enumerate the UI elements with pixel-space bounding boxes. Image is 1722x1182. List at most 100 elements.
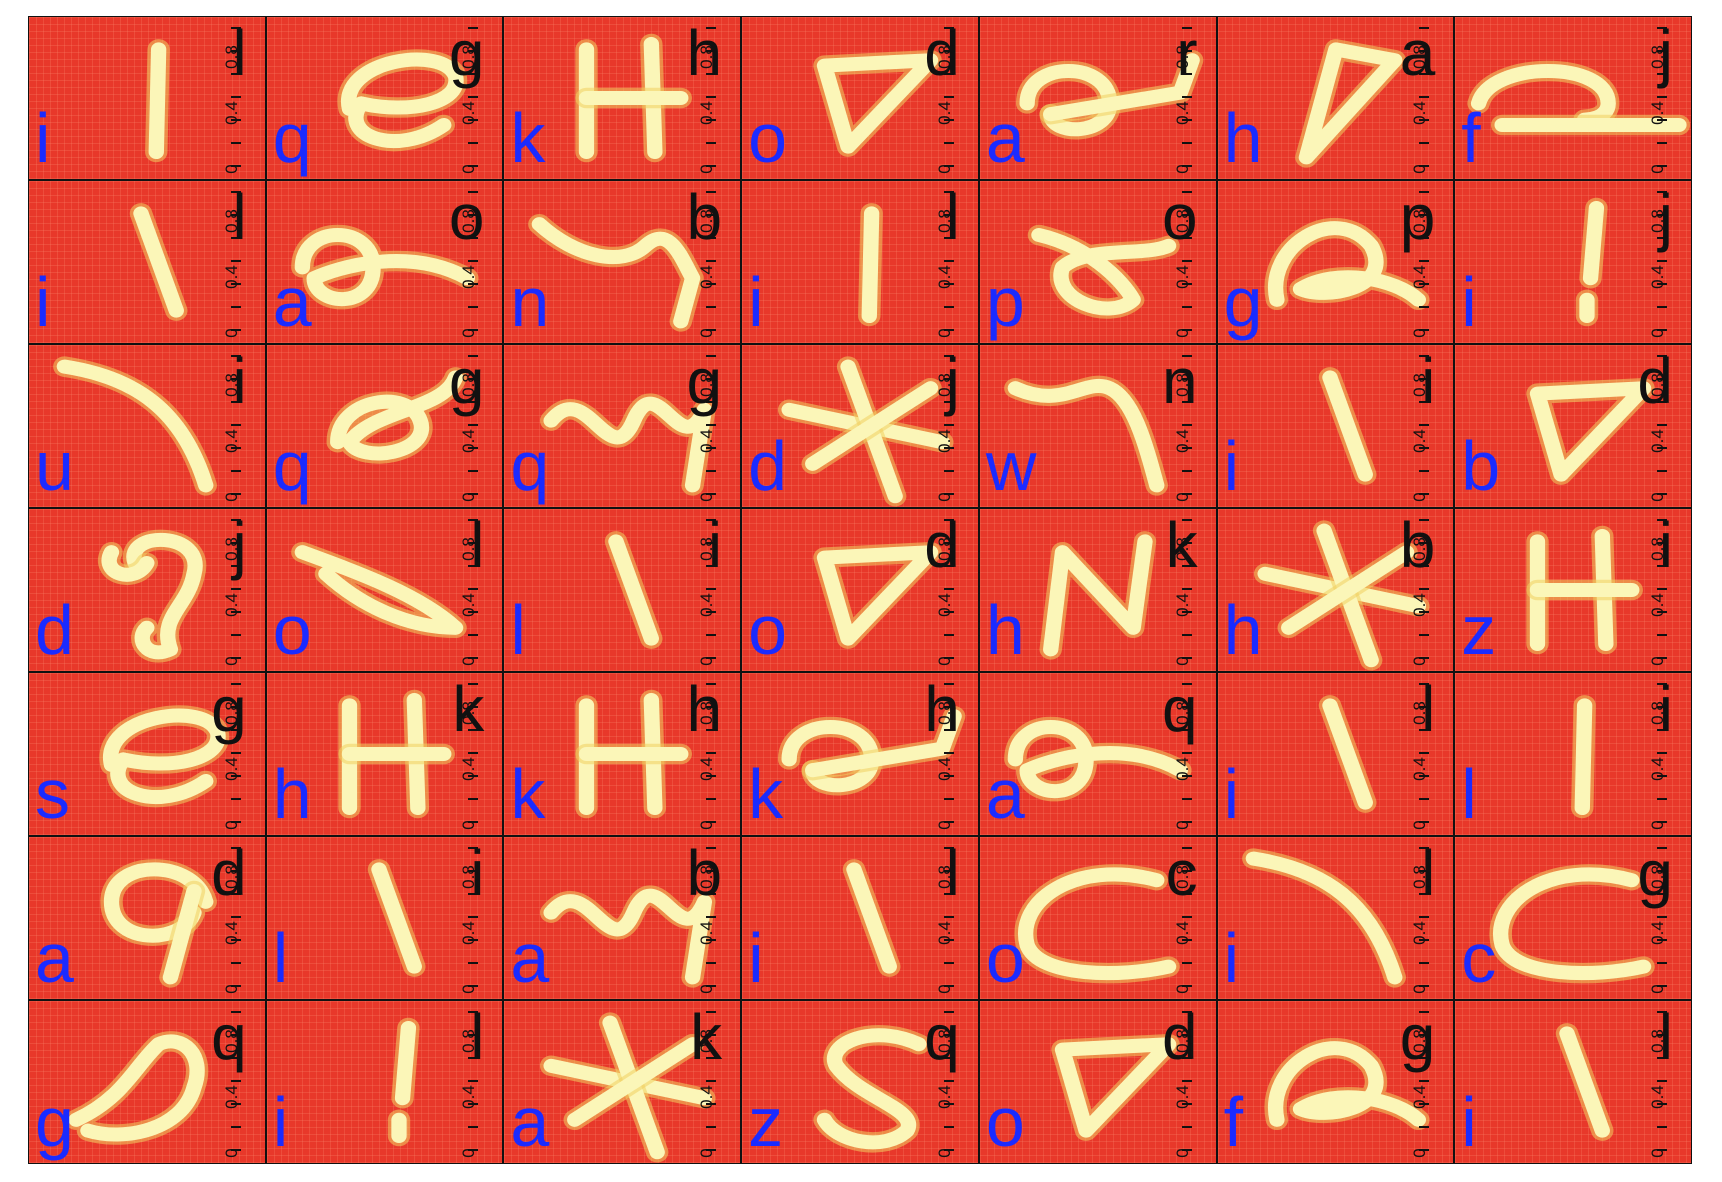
axis-tick (943, 401, 954, 403)
axis-tick (1656, 729, 1667, 731)
axis-tick (1656, 355, 1667, 357)
axis-tick (468, 985, 479, 987)
axis-tick (1656, 119, 1667, 121)
axis-tick (230, 1057, 241, 1059)
axis-tick-label: 0.4 (459, 921, 479, 945)
axis-tick (1419, 1034, 1430, 1036)
axis-tick-label: 0.4 (459, 265, 479, 289)
axis-tick-label: 0.4 (221, 1085, 241, 1109)
axis-tick-label: 0 (934, 492, 954, 502)
axis-tick (943, 870, 954, 872)
axis-tick-label: 0.4 (1172, 593, 1192, 617)
y-axis: 0 0.4 0.8 (222, 1011, 243, 1159)
axis-tick (468, 73, 479, 75)
handwritten-glyph (387, 1017, 420, 1147)
y-axis: 0 0.4 0.8 (459, 683, 480, 831)
axis-tick (1181, 847, 1192, 849)
true-label: a (985, 99, 1025, 177)
axis-tick (706, 565, 717, 567)
axis-tick (706, 798, 717, 800)
axis-tick (1181, 775, 1192, 777)
axis-tick (1419, 260, 1430, 262)
axis-tick (706, 142, 717, 144)
axis-tick (1419, 1149, 1430, 1151)
axis-tick (1656, 1126, 1667, 1128)
digit-panel: 0 0.4 0.8 q g (29, 1001, 265, 1163)
axis-tick (1419, 847, 1430, 849)
axis-tick-label: 0 (1647, 328, 1667, 338)
digit-panel: 0 0.4 0.8 g q (504, 345, 741, 507)
digit-panel: 0 0.4 0.8 b h (1217, 509, 1454, 671)
axis-tick (468, 329, 479, 331)
true-label: c (1461, 919, 1497, 997)
true-label: p (985, 263, 1025, 341)
axis-tick-label: 0.4 (697, 757, 717, 781)
axis-tick (943, 378, 954, 380)
axis-tick (230, 27, 241, 29)
predicted-label: g (1637, 837, 1673, 909)
axis-tick (706, 355, 717, 357)
axis-tick (1656, 1103, 1667, 1105)
axis-tick (468, 542, 479, 544)
predicted-label: g (448, 345, 485, 417)
axis-tick (468, 260, 479, 262)
axis-tick-label: 0.4 (1410, 1085, 1430, 1109)
axis-tick-label: 0.4 (934, 757, 954, 781)
axis-tick (230, 565, 241, 567)
digit-panel: 0 0.4 0.8 l i (1455, 1001, 1691, 1163)
axis-tick (943, 306, 954, 308)
axis-tick-label: 0.4 (1647, 593, 1667, 617)
axis-tick-label: 0 (221, 492, 241, 502)
true-label: a (985, 755, 1025, 833)
axis-tick (1181, 729, 1192, 731)
true-label: a (272, 263, 312, 341)
axis-tick (706, 1103, 717, 1105)
true-label: i (1223, 427, 1240, 505)
predicted-label: l (232, 17, 247, 89)
axis-tick-label: 0.4 (1647, 429, 1667, 453)
digit-panel: 0 0.4 0.8 o p (979, 181, 1216, 343)
axis-tick (468, 870, 479, 872)
axis-tick (1656, 916, 1667, 918)
true-label: w (985, 427, 1037, 505)
handwritten-glyph (1576, 197, 1608, 327)
axis-tick-label: 0.4 (1172, 265, 1192, 289)
axis-tick (1419, 493, 1430, 495)
digit-panel: 0 0.4 0.8 n w (979, 345, 1216, 507)
handwritten-glyph (337, 49, 467, 152)
axis-tick (943, 1057, 954, 1059)
axis-tick (706, 893, 717, 895)
axis-tick (706, 214, 717, 216)
true-label: a (510, 919, 550, 997)
axis-tick (1656, 634, 1667, 636)
axis-tick (1656, 283, 1667, 285)
axis-tick (1656, 565, 1667, 567)
handwritten-glyph (1015, 49, 1204, 140)
handwritten-glyph (1467, 60, 1691, 136)
y-axis: 0 0.4 0.8 (1410, 519, 1431, 667)
axis-tick (706, 165, 717, 167)
digit-panel: 0 0.4 0.8 g q (266, 345, 503, 507)
axis-tick (943, 355, 954, 357)
y-axis: 0 0.4 0.8 (222, 519, 243, 667)
axis-tick (943, 847, 954, 849)
true-label: i (35, 263, 51, 341)
axis-tick (230, 634, 241, 636)
axis-tick-label: 0.4 (934, 593, 954, 617)
axis-tick (943, 706, 954, 708)
y-axis: 0 0.4 0.8 (1410, 1011, 1431, 1159)
digit-panel: 0 0.4 0.8 k a (504, 1001, 741, 1163)
axis-tick (1419, 191, 1430, 193)
axis-tick (1419, 657, 1430, 659)
true-label: k (748, 755, 784, 833)
true-label: d (748, 427, 788, 505)
predicted-label: j (1658, 17, 1673, 89)
axis-tick (468, 798, 479, 800)
axis-tick (1181, 96, 1192, 98)
axis-tick-label: 0.4 (1410, 921, 1430, 945)
predicted-label: q (924, 1001, 960, 1073)
axis-tick-label: 0 (934, 328, 954, 338)
axis-tick (230, 821, 241, 823)
axis-tick (1419, 729, 1430, 731)
axis-tick (1656, 447, 1667, 449)
